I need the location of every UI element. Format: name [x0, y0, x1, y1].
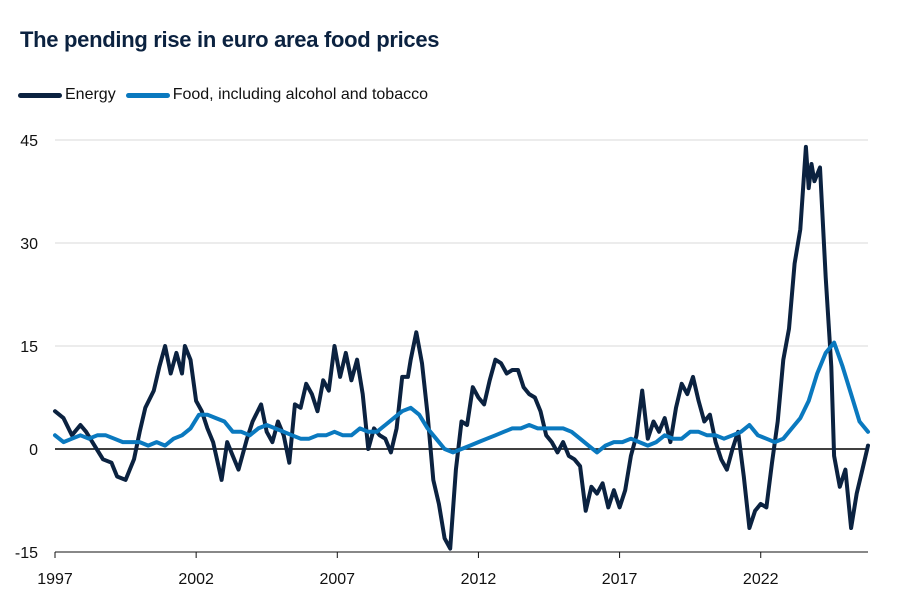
legend-label-energy: Energy: [65, 86, 116, 103]
axes: -15 0 15 30 45 1997 2002 2007 2012 2017 2022: [15, 133, 868, 588]
series-lines: [53, 144, 870, 551]
legend-label-food: Food, including alcohol and tobacco: [172, 86, 428, 103]
y-tick-label: 0: [29, 442, 38, 459]
y-tick-label: 15: [20, 339, 38, 356]
x-tick-label: 2017: [602, 571, 638, 588]
x-tick-label: 2022: [743, 571, 779, 588]
y-tick-label: -15: [15, 545, 38, 562]
series-line-food: [53, 340, 870, 455]
x-tick-label: 1997: [37, 571, 73, 588]
x-tick-label: 2002: [178, 571, 214, 588]
x-tick-label: 2007: [319, 571, 355, 588]
legend-item-energy: Energy: [18, 86, 116, 104]
series-line-energy: [53, 144, 870, 551]
y-tick-label: 30: [20, 236, 38, 253]
legend-swatch-food: [125, 92, 170, 98]
y-tick-label: 45: [20, 133, 38, 150]
chart-title: The pending rise in euro area food price…: [20, 27, 440, 52]
x-tick-label: 2012: [461, 571, 497, 588]
legend: Energy Food, including alcohol and tobac…: [18, 86, 438, 104]
legend-swatch-energy: [18, 92, 62, 98]
legend-item-food: Food, including alcohol and tobacco: [125, 86, 428, 104]
